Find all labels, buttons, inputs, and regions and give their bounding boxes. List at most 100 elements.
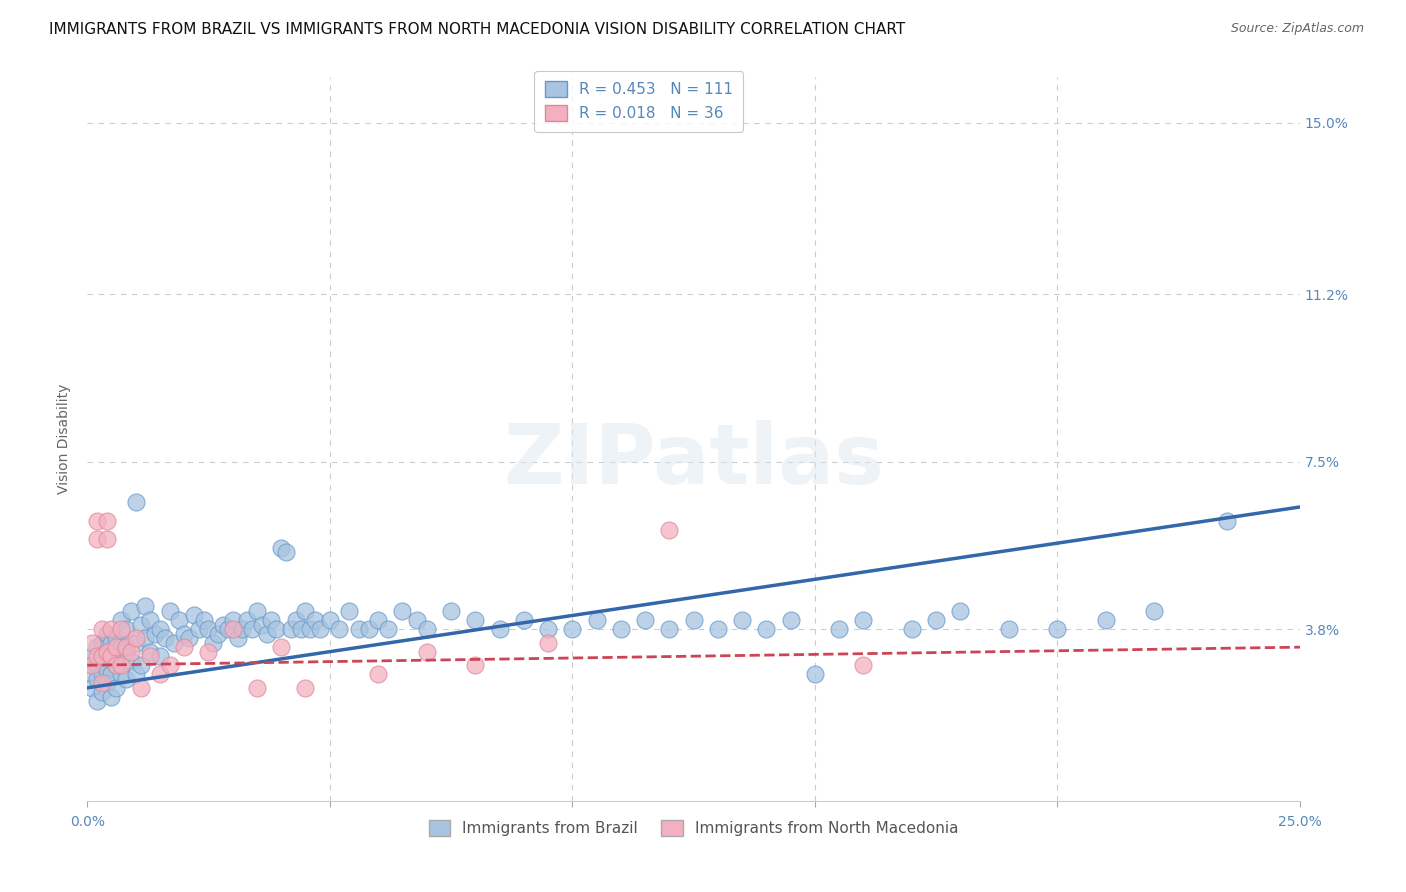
Point (328, 622, 350, 636)
Point (129, 658, 152, 673)
Point (80, 635, 103, 649)
Point (96, 645, 118, 659)
Point (197, 622, 219, 636)
Point (337, 604, 360, 618)
Point (86, 694, 108, 708)
Point (183, 608, 205, 623)
Point (658, 622, 681, 636)
Point (105, 681, 128, 695)
Point (96, 626, 118, 640)
Point (110, 640, 132, 655)
Point (105, 658, 128, 673)
Point (309, 622, 332, 636)
Point (949, 604, 972, 618)
Point (246, 604, 269, 618)
Point (134, 631, 156, 645)
Point (90, 622, 112, 636)
Point (260, 613, 283, 627)
Point (90, 667, 112, 681)
Point (80, 649, 103, 664)
Point (377, 622, 399, 636)
Point (115, 640, 138, 655)
Point (80, 681, 103, 695)
Point (406, 613, 429, 627)
Point (202, 635, 225, 649)
Point (90, 649, 112, 664)
Point (124, 635, 146, 649)
Point (707, 622, 730, 636)
Point (464, 658, 486, 673)
Point (256, 626, 278, 640)
Point (367, 613, 389, 627)
Point (585, 613, 607, 627)
Legend: Immigrants from Brazil, Immigrants from North Macedonia: Immigrants from Brazil, Immigrants from … (422, 813, 966, 844)
Y-axis label: Vision Disability: Vision Disability (58, 384, 72, 494)
Point (804, 667, 827, 681)
Point (96, 663, 118, 677)
Point (221, 622, 243, 636)
Point (153, 631, 176, 645)
Point (139, 613, 162, 627)
Point (105, 631, 128, 645)
Point (193, 613, 215, 627)
Point (367, 667, 389, 681)
Point (124, 667, 146, 681)
Point (270, 541, 292, 555)
Point (250, 617, 273, 632)
Point (105, 640, 128, 655)
Point (120, 654, 142, 668)
Point (440, 604, 463, 618)
Point (998, 622, 1021, 636)
Point (124, 495, 146, 509)
Point (561, 622, 583, 636)
Point (290, 622, 312, 636)
Point (96, 676, 118, 690)
Point (86, 672, 108, 686)
Point (90, 654, 112, 668)
Point (149, 622, 172, 636)
Point (120, 645, 142, 659)
Point (105, 658, 128, 673)
Point (240, 622, 263, 636)
Point (129, 617, 152, 632)
Point (212, 617, 235, 632)
Point (513, 613, 536, 627)
Point (159, 604, 181, 618)
Point (207, 626, 229, 640)
Point (86, 532, 108, 546)
Point (100, 649, 122, 664)
Point (319, 613, 342, 627)
Point (901, 622, 924, 636)
Point (187, 622, 209, 636)
Point (173, 626, 195, 640)
Point (226, 631, 249, 645)
Point (115, 622, 138, 636)
Point (80, 658, 103, 673)
Point (86, 514, 108, 528)
Point (270, 640, 292, 655)
Point (96, 514, 118, 528)
Point (100, 667, 122, 681)
Point (124, 631, 146, 645)
Point (115, 645, 138, 659)
Point (246, 681, 269, 695)
Point (143, 626, 166, 640)
Point (658, 523, 681, 537)
Point (294, 604, 316, 618)
Point (537, 635, 560, 649)
Point (90, 685, 112, 699)
Point (149, 667, 172, 681)
Point (416, 622, 439, 636)
Point (610, 622, 633, 636)
Point (284, 613, 307, 627)
Point (110, 658, 132, 673)
Point (1095, 613, 1118, 627)
Point (274, 545, 297, 559)
Point (828, 622, 851, 636)
Point (177, 631, 200, 645)
Point (100, 690, 122, 704)
Text: IMMIGRANTS FROM BRAZIL VS IMMIGRANTS FROM NORTH MACEDONIA VISION DISABILITY CORR: IMMIGRANTS FROM BRAZIL VS IMMIGRANTS FRO… (49, 22, 905, 37)
Point (299, 622, 322, 636)
Point (149, 649, 172, 664)
Point (217, 622, 239, 636)
